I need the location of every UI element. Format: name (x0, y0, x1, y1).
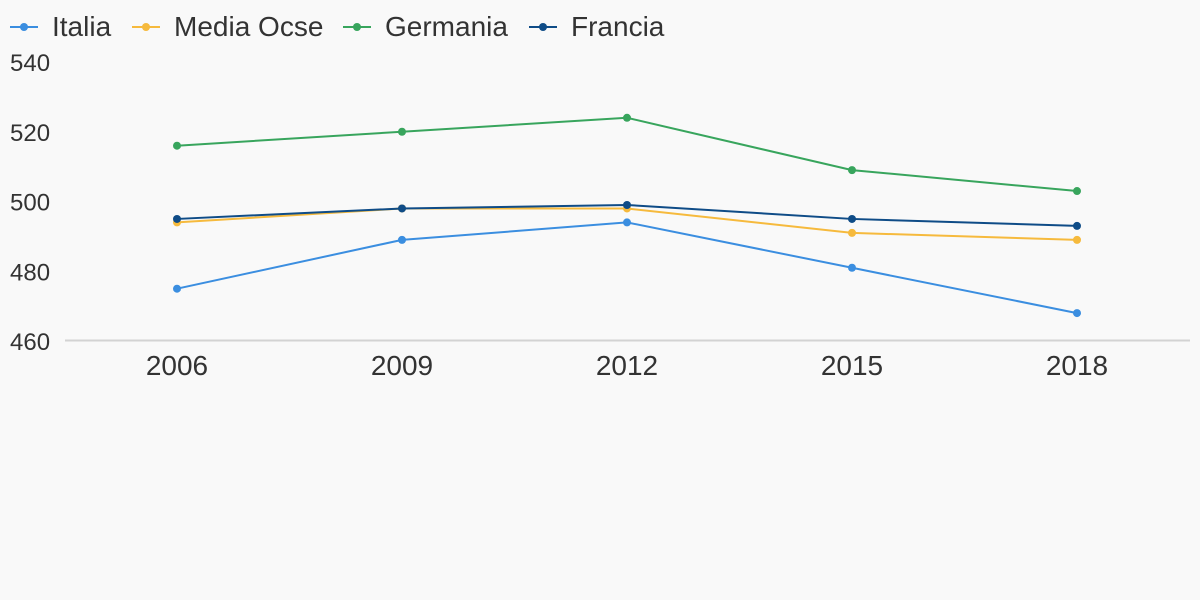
x-tick-label: 2006 (146, 350, 208, 381)
legend: Italia Media Ocse Germania Francia (10, 11, 665, 42)
legend-dot-marker (539, 23, 547, 31)
legend-item-francia[interactable]: Francia (529, 11, 665, 42)
legend-label: Italia (52, 11, 112, 42)
data-point-germania[interactable] (173, 141, 181, 150)
data-point-italia[interactable] (848, 263, 856, 272)
data-point-italia[interactable] (173, 284, 181, 293)
y-tick-label: 460 (10, 329, 50, 356)
data-point-francia[interactable] (1073, 221, 1081, 230)
legend-item-italia[interactable]: Italia (10, 11, 112, 42)
legend-dot-marker (142, 23, 150, 31)
data-point-italia[interactable] (623, 218, 631, 227)
y-tick-label: 500 (10, 190, 50, 217)
y-tick-label: 480 (10, 259, 50, 286)
x-tick-label: 2015 (821, 350, 883, 381)
legend-dot-marker (20, 23, 28, 31)
data-point-media-ocse[interactable] (848, 228, 856, 237)
data-point-francia[interactable] (848, 214, 856, 223)
series-germania (173, 113, 1081, 196)
y-axis: 460 480 500 520 540 (10, 50, 50, 356)
series-italia (173, 218, 1081, 318)
legend-label: Francia (571, 11, 665, 42)
legend-item-germania[interactable]: Germania (343, 11, 508, 42)
data-point-francia[interactable] (173, 214, 181, 223)
data-point-germania[interactable] (848, 166, 856, 175)
x-axis: 2006 2009 2012 2015 2018 (65, 339, 1190, 381)
data-point-germania[interactable] (1073, 187, 1081, 196)
x-tick-label: 2009 (371, 350, 433, 381)
data-point-germania[interactable] (623, 113, 631, 122)
data-point-media-ocse[interactable] (1073, 235, 1081, 244)
legend-dot-marker (353, 23, 361, 31)
legend-label: Media Ocse (174, 11, 323, 42)
y-tick-label: 540 (10, 50, 50, 77)
series-group (173, 113, 1081, 318)
x-tick-label: 2018 (1046, 350, 1108, 381)
x-tick-label: 2012 (596, 350, 658, 381)
legend-item-media-ocse[interactable]: Media Ocse (132, 11, 323, 42)
series-francia (173, 200, 1081, 230)
data-point-italia[interactable] (398, 235, 406, 244)
data-point-francia[interactable] (623, 200, 631, 209)
legend-label: Germania (385, 11, 508, 42)
y-tick-label: 520 (10, 120, 50, 147)
data-point-germania[interactable] (398, 127, 406, 136)
data-point-francia[interactable] (398, 204, 406, 213)
series-line-germania (176, 116, 1078, 193)
data-point-italia[interactable] (1073, 309, 1081, 318)
